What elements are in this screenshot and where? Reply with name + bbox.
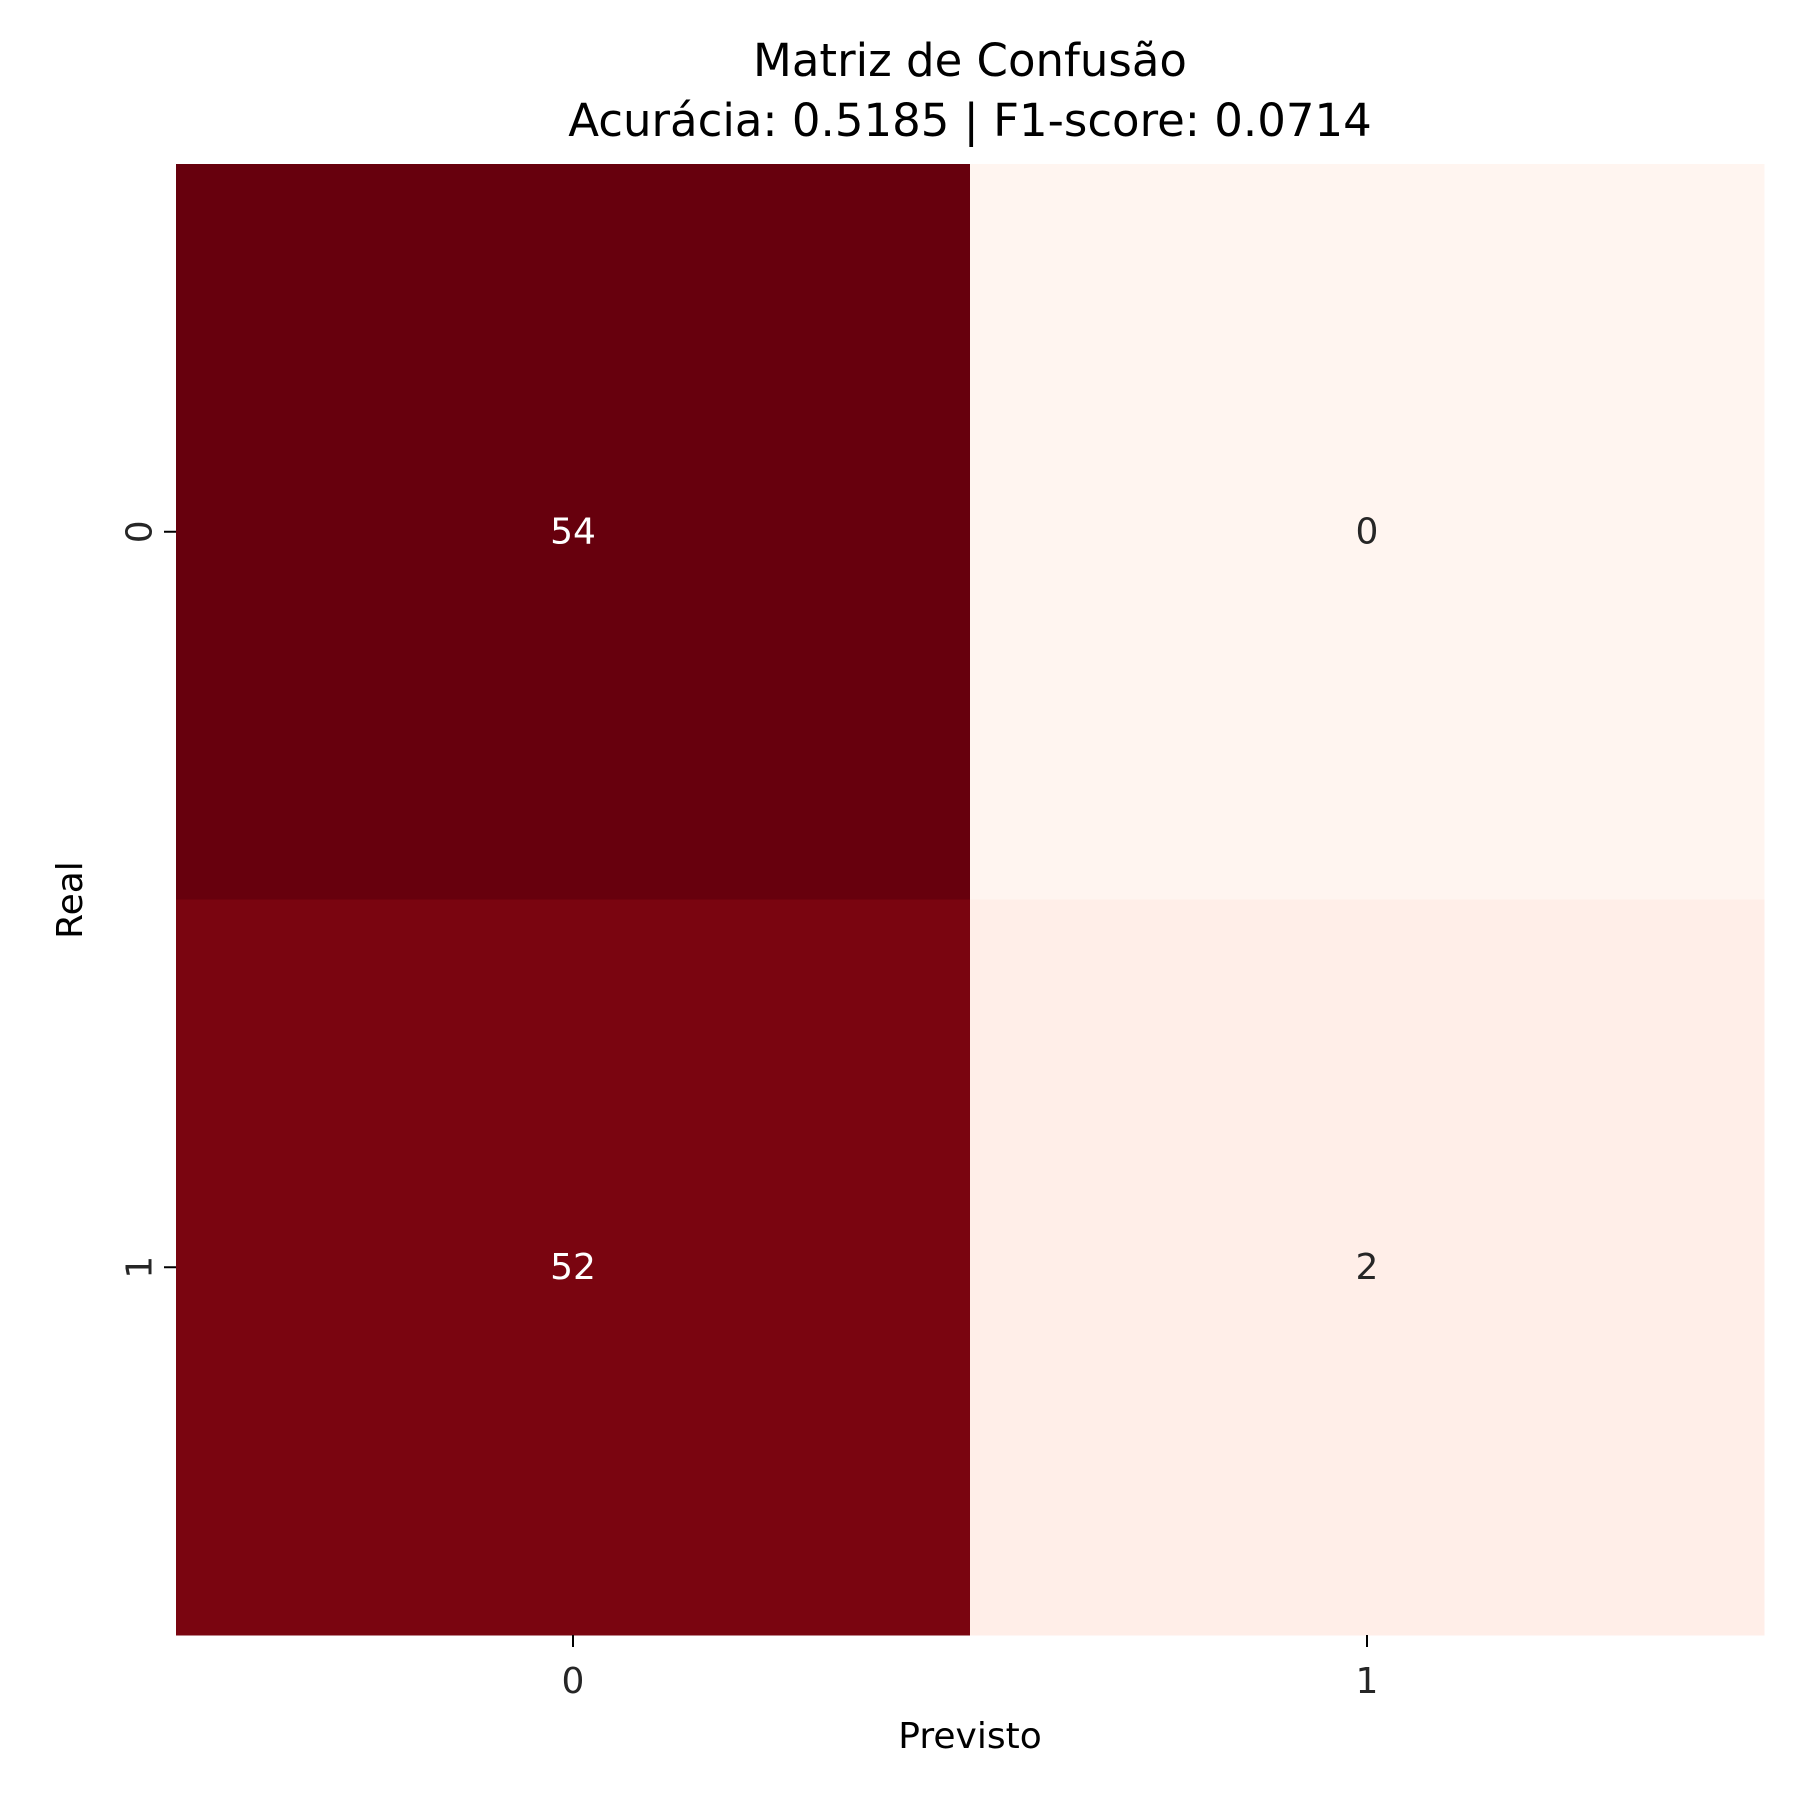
- cell-value-label-r0-c0: 54: [550, 511, 596, 552]
- heatmap-cell-r0-c0: [176, 164, 971, 900]
- heatmap-cell-r0-c1: [970, 164, 1765, 900]
- x-tick-label-0: 0: [562, 1661, 585, 1702]
- heatmap-cell-labels: 54 0 52 2: [550, 511, 1378, 1288]
- chart-subtitle: Acurácia: 0.5185 | F1-score: 0.0714: [568, 94, 1371, 147]
- heatmap-cell-r1-c0: [176, 899, 971, 1636]
- heatmap-cells: [176, 164, 1765, 1636]
- chart-title: Matriz de Confusão: [753, 34, 1187, 87]
- cell-value-label-r0-c1: 0: [1356, 511, 1379, 552]
- heatmap-cell-r1-c1: [970, 899, 1765, 1636]
- y-tick-label-1: 1: [120, 1256, 161, 1279]
- cell-value-label-r1-c0: 52: [550, 1247, 596, 1288]
- x-axis-label: Previsto: [898, 1716, 1041, 1757]
- axis-ticks: 0 1 0 1: [120, 520, 1379, 1702]
- y-tick-label-0: 0: [120, 520, 161, 543]
- y-axis-label: Real: [50, 861, 91, 939]
- cell-value-label-r1-c1: 2: [1356, 1247, 1379, 1288]
- x-tick-label-1: 1: [1356, 1661, 1379, 1702]
